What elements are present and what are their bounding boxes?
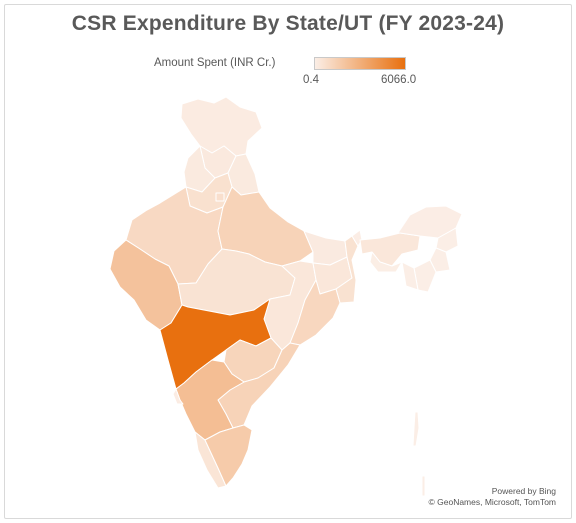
legend-min-label: 0.4	[303, 74, 319, 86]
state-tripura[interactable]: Tripura	[401, 261, 419, 291]
state-karnataka[interactable]: Karnataka	[175, 359, 245, 441]
state-delhi[interactable]: Delhi	[215, 192, 225, 202]
state-meghalaya[interactable]: Meghalaya	[369, 251, 403, 273]
map-title: CSR Expenditure By State/UT (FY 2023-24)	[71, 12, 505, 35]
state-manipur[interactable]: Manipur	[429, 247, 451, 273]
state-assam[interactable]: Assam	[359, 232, 421, 267]
legend-max-label: 6066.0	[381, 74, 417, 86]
state-jammu-kashmir-ladakh[interactable]: Jammu & Kashmir / Ladakh	[180, 96, 263, 157]
state-andaman-nicobar[interactable]: Andaman & Nicobar	[412, 411, 426, 497]
legend-label: Amount Spent (INR Cr.)	[154, 57, 276, 69]
state-tamil-nadu[interactable]: Tamil Nadu	[204, 424, 253, 487]
attribution-credits: © GeoNames, Microsoft, TomTom	[428, 497, 557, 507]
state-goa[interactable]: Goa	[172, 388, 184, 405]
legend-color-scale	[314, 57, 406, 70]
state-arunachal-pradesh[interactable]: Arunachal Pradesh	[397, 205, 463, 239]
attribution-powered-by: Powered by Bing	[491, 486, 556, 496]
state-nagaland[interactable]: Nagaland	[435, 227, 459, 253]
